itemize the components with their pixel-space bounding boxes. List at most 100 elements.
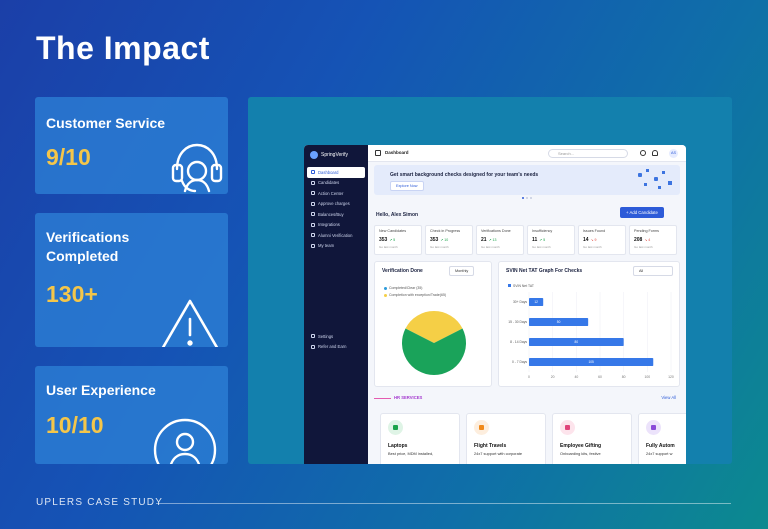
x-tick-label: 20 [551, 375, 555, 379]
stat-value: 21 [481, 237, 487, 243]
service-desc: Best price, MDM installed, [388, 451, 434, 456]
x-tick-label: 120 [668, 375, 674, 379]
sidebar-item-label: Approve charges [318, 201, 350, 207]
service-title: Flight Travels [474, 443, 507, 449]
metric-card-customer-service: Customer Service 9/10 [35, 97, 228, 194]
bar-value-label: 80 [575, 340, 579, 344]
menu-icon [311, 201, 315, 206]
verification-done-card: Verification Done Monthly Completed/Clea… [374, 261, 492, 387]
carousel-dots[interactable] [522, 197, 532, 199]
hr-services-header: HR SERVICES View All [374, 395, 680, 403]
menu-icon [311, 212, 315, 217]
top-bar: Dashboard Search... AS [368, 145, 686, 162]
explore-now-button[interactable]: Explore Now [390, 181, 424, 191]
stat-card[interactable]: Check in Progress 353 ↗10 Go last month [425, 225, 473, 255]
sidebar-item[interactable]: Candidates [307, 178, 365, 189]
stat-value-row: 14 ↘9 [583, 237, 621, 243]
metric-label: Customer Service [46, 115, 166, 131]
metric-card-verifications: Verifications Completed 130+ [35, 213, 228, 347]
metric-card-user-experience: User Experience 10/10 [35, 366, 228, 464]
banner-text: Get smart background checks designed for… [390, 172, 539, 178]
stat-delta: ↘9 [591, 238, 597, 242]
stat-card[interactable]: Pending Forms 208 ↘4 Go last month [629, 225, 677, 255]
trend-up-icon: ↗ [539, 238, 543, 242]
pie-chart [402, 311, 466, 375]
sidebar-item[interactable]: Refer and Earn [307, 342, 365, 353]
sidebar-item-label: Integrations [318, 222, 340, 228]
stat-card[interactable]: Issues Found 14 ↘9 Go last month [578, 225, 626, 255]
warning-icon [161, 299, 219, 347]
stat-caption: Go last month [532, 245, 551, 249]
sidebar-item[interactable]: My team [307, 241, 365, 252]
service-card[interactable]: Flight Travels 24x7 support with corporat… [466, 413, 546, 464]
menu-icon [311, 191, 315, 196]
service-card[interactable]: Employee Gifting Onboarding kits, festive [552, 413, 632, 464]
stat-delta-value: 5 [393, 238, 396, 242]
bar-value-label: 50 [557, 320, 561, 324]
menu-icon [311, 334, 315, 339]
trend-down-icon: ↘ [590, 238, 594, 242]
service-card[interactable]: Laptops Best price, MDM installed, [380, 413, 460, 464]
service-icon [474, 420, 489, 435]
sidebar-item-label: Candidates [318, 180, 340, 186]
sidebar-menu: Dashboard Candidates Action Center Approve … [307, 167, 365, 251]
sidebar-item-label: Balances/Buy [318, 211, 344, 217]
filter-select[interactable]: All [633, 266, 673, 276]
service-card[interactable]: Fully Autom 24x7 support w [638, 413, 686, 464]
dashboard-preview-panel: SpringVerify Dashboard Candidates Action C… [248, 97, 732, 464]
stat-value-row: 353 ↗5 [379, 237, 417, 243]
sidebar-item[interactable]: Settings [307, 331, 365, 342]
trend-down-icon: ↘ [644, 238, 648, 242]
stat-delta: ↗13 [489, 238, 497, 242]
service-icon [646, 420, 661, 435]
stat-card[interactable]: New Candidates 353 ↗5 Go last month [374, 225, 422, 255]
x-tick-label: 60 [598, 375, 602, 379]
add-candidate-button[interactable]: + Add Candidate [620, 207, 664, 218]
pie-slice [405, 311, 463, 343]
stat-label: Issues Found [583, 229, 606, 233]
bar [529, 318, 589, 326]
y-tick-label: 0 - 7 Days [512, 360, 527, 364]
sidebar-toggle-icon[interactable] [375, 150, 381, 156]
sidebar-item[interactable]: Balances/Buy [307, 209, 365, 220]
brand-logo-icon [310, 151, 318, 159]
bar-value-label: 12 [534, 300, 538, 304]
sidebar-item-label: Refer and Earn [318, 344, 347, 350]
bar [529, 358, 654, 366]
stat-delta: ↗10 [440, 238, 448, 242]
stat-value: 11 [532, 237, 538, 243]
user-icon [153, 418, 217, 464]
metric-label: User Experience [46, 382, 156, 398]
sidebar-item[interactable]: Approve charges [307, 199, 365, 210]
stats-row: New Candidates 353 ↗5 Go last month Check in… [374, 225, 677, 255]
footer-divider [156, 503, 731, 504]
breadcrumb: Dashboard [385, 150, 409, 155]
stat-caption: Go last month [583, 245, 602, 249]
menu-icon [311, 170, 315, 175]
brand: SpringVerify [310, 151, 348, 159]
notification-icon[interactable] [640, 150, 646, 156]
legend-swatch [508, 284, 511, 287]
view-all-link[interactable]: View All [661, 395, 676, 400]
avatar[interactable]: AS [669, 149, 678, 158]
sidebar-item[interactable]: Integrations [307, 220, 365, 231]
trend-up-icon: ↗ [440, 238, 444, 242]
search-input[interactable]: Search... [548, 149, 628, 158]
period-select[interactable]: Monthly [449, 266, 475, 276]
sidebar-item[interactable]: Dashboard [307, 167, 365, 178]
stat-card[interactable]: Insufficiency 11 ↗5 Go last month [527, 225, 575, 255]
stat-card[interactable]: Verifications Done 21 ↗13 Go last month [476, 225, 524, 255]
sidebar-item[interactable]: Alumni Verification [307, 230, 365, 241]
service-title: Fully Autom [646, 443, 675, 449]
stat-caption: Go last month [430, 245, 449, 249]
bar [529, 338, 624, 346]
sidebar-item[interactable]: Action Center [307, 188, 365, 199]
card-title: SVIN Net TAT Graph For Checks [506, 268, 583, 274]
headphones-icon[interactable] [652, 150, 658, 156]
hr-services-label: HR SERVICES [394, 395, 423, 400]
promo-banner: Get smart background checks designed for… [374, 165, 680, 195]
menu-icon [311, 243, 315, 248]
service-glyph-icon [651, 425, 656, 430]
bar-chart: SVIN Net TAT 0 20 40 60 80 100 120 30+ Days 12 15 … [508, 284, 674, 379]
y-tick-label: 15 - 30 Days [508, 320, 527, 324]
